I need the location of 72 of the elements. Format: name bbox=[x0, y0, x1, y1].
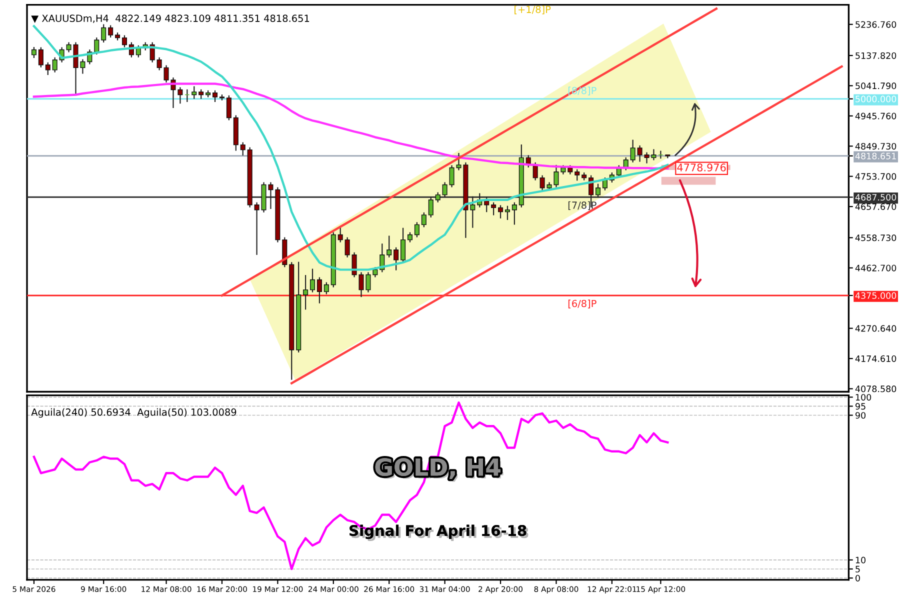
line-series bbox=[32, 401, 669, 570]
candlestick bbox=[156, 56, 162, 71]
candlestick bbox=[52, 56, 58, 73]
candlestick bbox=[303, 274, 308, 310]
y-tick-label: 4657.670 bbox=[855, 203, 896, 210]
y-tick-label: 4462.700 bbox=[855, 264, 896, 272]
y-tick-label: 4687.500 bbox=[855, 194, 896, 201]
candlestick bbox=[310, 268, 316, 293]
candlestick bbox=[226, 94, 232, 121]
y-tick-label: 10 bbox=[856, 556, 866, 564]
y-tick-label: 5137.820 bbox=[856, 52, 896, 59]
y-tick-label: 4375.000 bbox=[855, 292, 896, 299]
candlestick bbox=[178, 86, 183, 104]
candlestick bbox=[192, 86, 197, 100]
candlestick bbox=[386, 235, 392, 258]
candlestick bbox=[414, 222, 420, 238]
candlestick bbox=[344, 236, 350, 258]
line-series bbox=[290, 65, 843, 384]
candlestick bbox=[212, 90, 218, 103]
candlestick bbox=[470, 196, 476, 228]
candlestick bbox=[435, 192, 440, 203]
y-tick-label: 4270.640 bbox=[855, 325, 896, 332]
candlestick bbox=[491, 202, 496, 216]
y-tick-label: 100 bbox=[856, 394, 872, 401]
candlestick bbox=[407, 232, 413, 243]
y-tick-label: 4849.730 bbox=[855, 142, 896, 150]
candlestick bbox=[338, 226, 343, 243]
candlestick bbox=[31, 46, 36, 59]
candlestick bbox=[101, 24, 106, 44]
candlestick bbox=[122, 34, 127, 48]
candlestick bbox=[94, 36, 100, 56]
candlestick bbox=[108, 24, 114, 38]
y-tick-label: 4818.651 bbox=[855, 152, 896, 160]
candlestick bbox=[574, 168, 580, 182]
candlestick bbox=[324, 282, 329, 295]
candlestick bbox=[240, 142, 246, 156]
candlestick bbox=[421, 212, 426, 228]
text: ▼ XAUUSDm,H4 4822.149 4823.109 4811.351 4818.651 bbox=[31, 14, 310, 24]
candlestick bbox=[596, 183, 601, 198]
y-tick-label: 5236.760 bbox=[856, 21, 896, 28]
candlestick bbox=[504, 205, 510, 221]
annotation: [+1/8]P bbox=[514, 6, 551, 14]
candlestick bbox=[254, 202, 260, 256]
candlestick bbox=[637, 144, 642, 162]
candlestick bbox=[198, 88, 204, 100]
candlestick bbox=[498, 204, 504, 219]
y-tick-label: 4753.700 bbox=[855, 173, 896, 180]
candlestick bbox=[394, 246, 399, 271]
y-tick-label: 4174.610 bbox=[855, 355, 896, 362]
y-tick-label: 5041.790 bbox=[856, 82, 896, 90]
y-tick-label: 0 bbox=[856, 574, 860, 582]
y-tick-label: 4945.760 bbox=[855, 112, 896, 120]
candlestick bbox=[512, 202, 517, 226]
y-tick-label: 90 bbox=[856, 412, 866, 419]
candlestick bbox=[45, 62, 50, 76]
annotation: 4778.976 bbox=[677, 164, 726, 172]
candlestick bbox=[38, 46, 44, 68]
candlestick bbox=[316, 276, 322, 304]
ref-line-label: [6/8]P bbox=[568, 300, 596, 308]
y-tick-label: 4078.580 bbox=[855, 386, 896, 392]
candlestick bbox=[372, 266, 378, 278]
candlestick bbox=[442, 182, 448, 198]
candlestick bbox=[540, 174, 545, 191]
y-tick-label: 5 bbox=[856, 566, 860, 572]
candlestick bbox=[428, 196, 434, 218]
y-tick-label: 95 bbox=[856, 403, 866, 410]
candlestick bbox=[630, 139, 636, 163]
y-tick-label: 5000.000 bbox=[856, 96, 896, 102]
y-tick-label: 4558.730 bbox=[855, 234, 896, 242]
annotation: Signal For April 16-18 bbox=[350, 524, 528, 542]
candlestick bbox=[400, 227, 406, 263]
text: Aguila(240) 50.6934 Aguila(50) 103.0089 bbox=[31, 408, 236, 418]
